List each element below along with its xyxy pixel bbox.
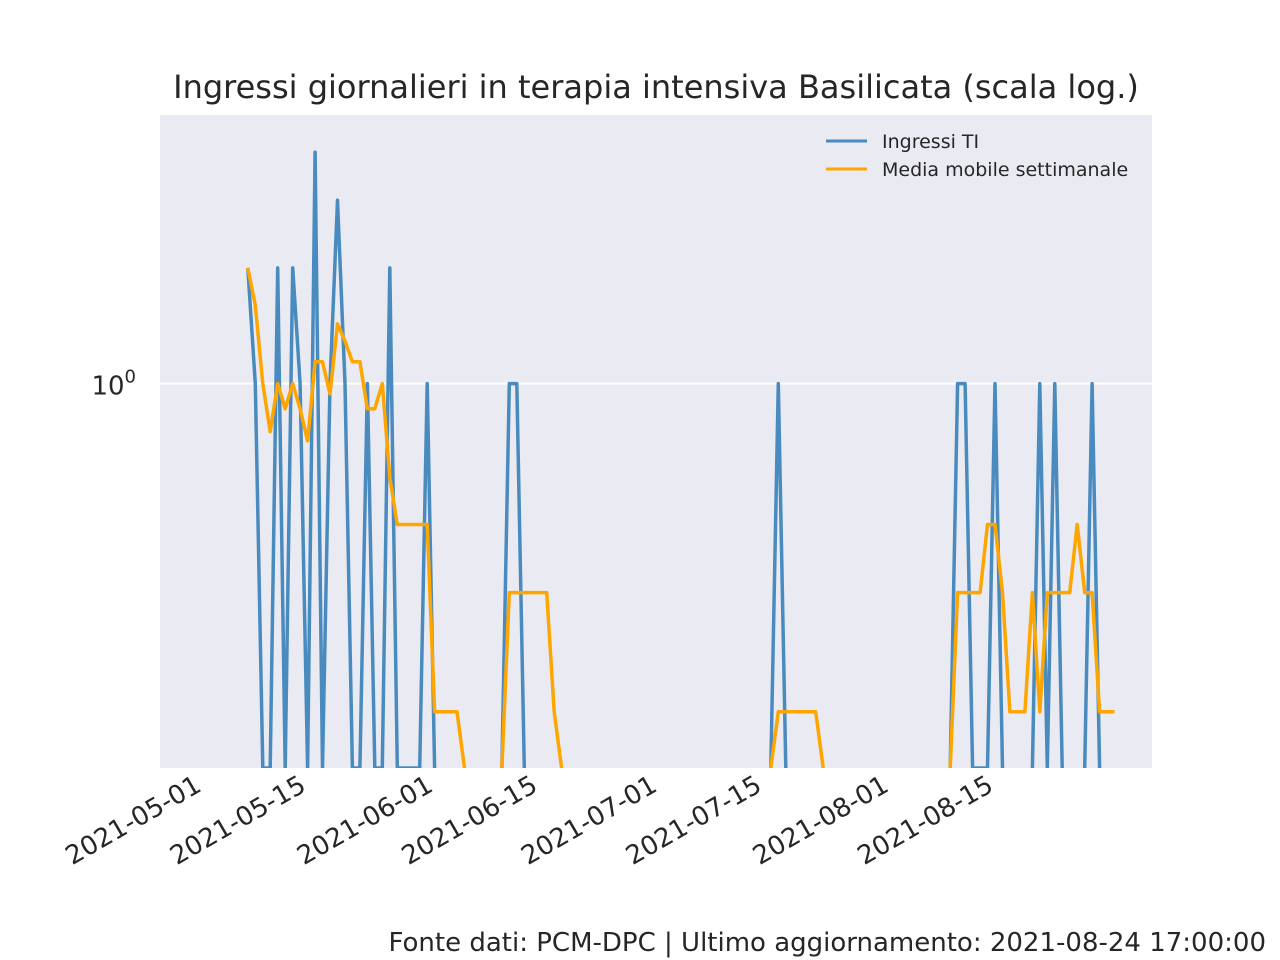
series-media-mobile-line — [246, 267, 467, 768]
footer-source: Fonte dati: PCM-DPC | Ultimo aggiornamen… — [389, 928, 1267, 958]
series-ingressi-ti-line — [769, 381, 788, 768]
x-axis-ticks: 2021-05-012021-05-152021-06-012021-06-15… — [61, 770, 999, 872]
series-ingressi-ti-line — [246, 150, 437, 768]
legend-label-media: Media mobile settimanale — [882, 159, 1128, 181]
series-ingressi-ti-line — [500, 381, 527, 768]
legend-label-ingressi: Ingressi TI — [882, 131, 979, 153]
y-axis-ticks: 100 — [91, 367, 136, 402]
series-ingressi-ti-line — [948, 381, 1005, 768]
series-media-mobile-line — [500, 590, 564, 768]
chart-title: Ingressi giornalieri in terapia intensiv… — [173, 68, 1139, 106]
series-ingressi-ti-line — [1082, 381, 1102, 768]
legend: Ingressi TI Media mobile settimanale — [826, 131, 1128, 181]
series-layer — [246, 150, 1115, 768]
series-media-mobile-line — [769, 710, 825, 768]
series-media-mobile-line — [948, 522, 1115, 768]
y-tick-label: 100 — [91, 367, 136, 402]
series-ingressi-ti-line — [1030, 381, 1064, 768]
